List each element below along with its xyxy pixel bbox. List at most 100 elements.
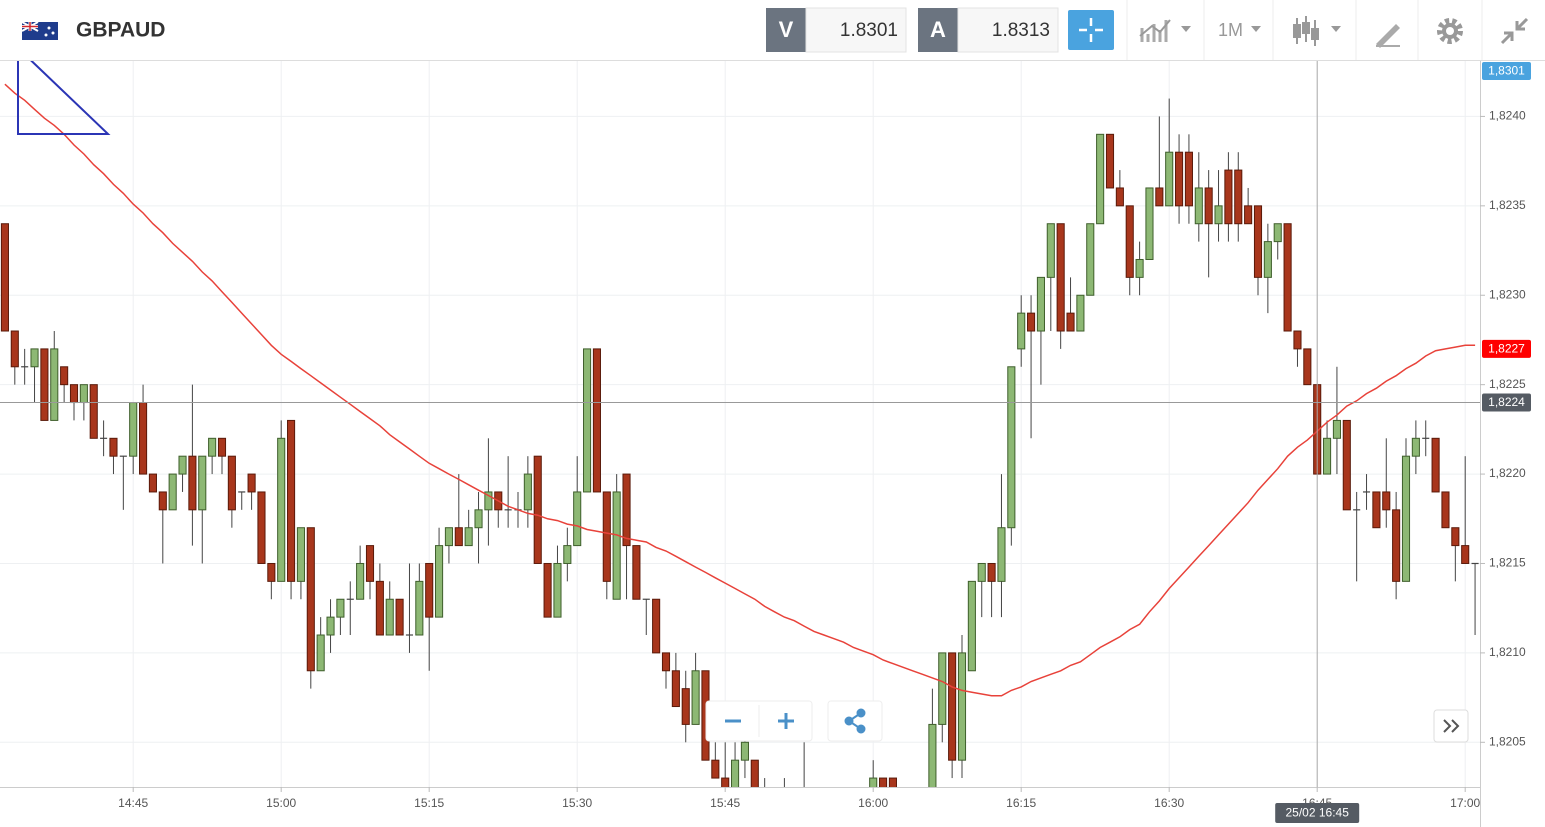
candle-body	[1451, 527, 1460, 547]
candle-body	[1323, 437, 1332, 475]
candle-body	[1411, 437, 1420, 457]
candle-body	[711, 759, 720, 779]
candle-body	[691, 670, 700, 725]
candle-body	[1066, 312, 1075, 332]
candle-body	[1244, 205, 1253, 225]
candle-body	[928, 723, 937, 787]
draw-button[interactable]	[1376, 24, 1400, 48]
candle-body	[1392, 509, 1401, 582]
candle-body	[395, 598, 404, 636]
crosshair-button[interactable]	[1068, 10, 1114, 50]
candle-style-button[interactable]	[1293, 16, 1341, 46]
buy-price-box[interactable]	[957, 7, 1059, 53]
candle-body	[553, 562, 562, 618]
price-tag-box	[1482, 62, 1531, 80]
candle-body	[1303, 348, 1312, 386]
candle-body	[208, 437, 217, 457]
timeframe: 1M	[1218, 20, 1243, 40]
x-tick-label: 16:30	[1154, 796, 1184, 810]
candle-body	[997, 527, 1006, 582]
candle-body	[444, 527, 453, 547]
x-tick-label: 15:30	[562, 796, 592, 810]
candle-body	[30, 348, 39, 368]
candle-body	[622, 473, 631, 547]
candle-body	[296, 527, 305, 582]
candle-body	[425, 562, 434, 618]
candle-body	[533, 455, 542, 564]
crosshair-time-label: 25/02 16:45	[1285, 806, 1349, 820]
candle-body	[1096, 133, 1105, 225]
candle-body	[592, 348, 601, 493]
candle-body	[652, 598, 661, 654]
candle-body	[415, 580, 424, 636]
x-tick-label: 16:15	[1006, 796, 1036, 810]
candle-body	[1125, 205, 1134, 278]
crosshair-price-box	[1482, 393, 1531, 412]
buy-label: A	[930, 17, 946, 42]
candle-body	[583, 348, 592, 493]
candle-body	[632, 545, 641, 600]
candle-body	[40, 348, 49, 421]
candle-body	[79, 384, 88, 404]
candle-body	[306, 527, 315, 672]
symbol: GBPAUD	[76, 19, 165, 42]
candle-body	[287, 419, 296, 582]
candle-body	[1194, 187, 1203, 225]
share-button[interactable]	[827, 700, 883, 742]
candle-body	[967, 580, 976, 672]
x-tick-label: 16:00	[858, 796, 888, 810]
drawing-triangle[interactable]	[17, 45, 111, 135]
y-tick-label: 1,8220	[1489, 466, 1526, 480]
candle-body	[681, 688, 690, 725]
candle-body	[1401, 455, 1411, 582]
candle-body	[139, 402, 148, 475]
candle-body	[1184, 151, 1193, 207]
toolbar: GBPAUD V 1.8301 A 1.8313 1M	[0, 0, 1545, 61]
candle-body	[336, 598, 345, 618]
candle-body	[1046, 223, 1055, 278]
crosshair-icon	[1079, 18, 1103, 42]
candle-body	[1293, 330, 1302, 350]
candle-body	[1283, 223, 1292, 332]
candle-body	[267, 562, 276, 582]
candle-body	[217, 437, 227, 457]
candle-body	[987, 562, 996, 582]
candle-body	[50, 348, 59, 421]
candle-body	[1204, 187, 1213, 225]
candle-body	[464, 527, 473, 547]
candle-body	[1382, 491, 1391, 511]
candle-body	[1145, 187, 1154, 260]
candle-body	[454, 527, 463, 547]
chart-type-button[interactable]	[1139, 19, 1191, 42]
crosshair-time-box	[1275, 803, 1360, 823]
candle-body	[1076, 294, 1085, 332]
candle-body	[1372, 491, 1381, 529]
candle-body	[365, 545, 375, 582]
candle-body	[326, 616, 335, 636]
timeframe-button[interactable]: 1M	[1218, 20, 1261, 40]
sell-price-box[interactable]	[805, 7, 907, 53]
candle-body	[168, 473, 177, 511]
candle-body	[1332, 419, 1341, 439]
collapse-button[interactable]	[1500, 17, 1529, 45]
y-tick-label: 1,8225	[1489, 377, 1526, 391]
candle-body	[523, 473, 532, 511]
candle-body	[602, 491, 611, 582]
settings-button[interactable]	[1437, 18, 1463, 44]
y-tick-label: 1,8240	[1489, 109, 1526, 123]
buy-button[interactable]	[918, 8, 958, 52]
candle-body	[1441, 491, 1450, 529]
candle-body	[1105, 133, 1115, 189]
sell-button[interactable]	[766, 8, 806, 52]
sell-label: V	[779, 17, 794, 42]
candle-body	[148, 473, 157, 493]
zoom-in[interactable]	[778, 713, 794, 729]
plot	[0, 83, 1480, 787]
candle-body	[0, 223, 9, 332]
candle-body	[1263, 241, 1272, 278]
candle-body	[484, 491, 493, 511]
candle-body	[869, 777, 878, 787]
